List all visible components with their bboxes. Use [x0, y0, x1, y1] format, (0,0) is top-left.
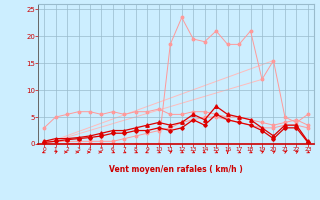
X-axis label: Vent moyen/en rafales ( km/h ): Vent moyen/en rafales ( km/h ): [109, 165, 243, 174]
